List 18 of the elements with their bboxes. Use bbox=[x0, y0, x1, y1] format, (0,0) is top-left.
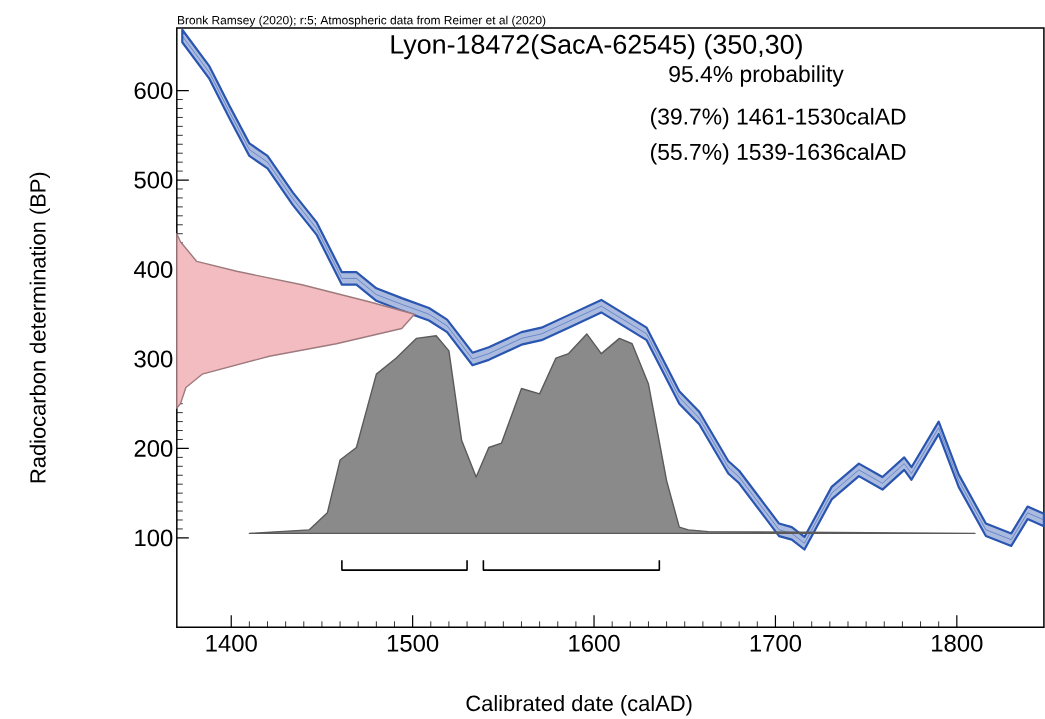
y-tick-label: 600 bbox=[134, 82, 173, 99]
annotation: 95.4% probability bbox=[669, 65, 844, 87]
y-axis-title: Radiocarbon determination (BP) bbox=[29, 172, 51, 483]
x-axis-title: Calibrated date (calAD) bbox=[466, 694, 692, 716]
chart-title: Lyon-18472(SacA-62545) (350,30) bbox=[391, 34, 802, 60]
y-tick-label: 300 bbox=[134, 350, 173, 368]
annotation: (55.7%) 1539-1636calAD bbox=[651, 143, 906, 165]
annotation: (39.7%) 1461-1530calAD bbox=[651, 107, 906, 130]
y-tick-label: 200 bbox=[134, 439, 173, 457]
y-tick-label: 500 bbox=[134, 171, 173, 189]
text: Bronk Ramsey (2020); r:5; Atmospheric data from Reimer et al (2020) bbox=[178, 15, 546, 27]
x-tick-label: 1500 bbox=[387, 634, 439, 652]
y-tick-label: 100 bbox=[135, 529, 173, 547]
x-tick-label: 1700 bbox=[750, 634, 802, 652]
x-tick-label: 1800 bbox=[932, 634, 983, 652]
x-tick-label: 1600 bbox=[569, 634, 620, 652]
y-tick-label: 400 bbox=[134, 260, 173, 278]
x-tick-label: 1400 bbox=[206, 634, 257, 652]
